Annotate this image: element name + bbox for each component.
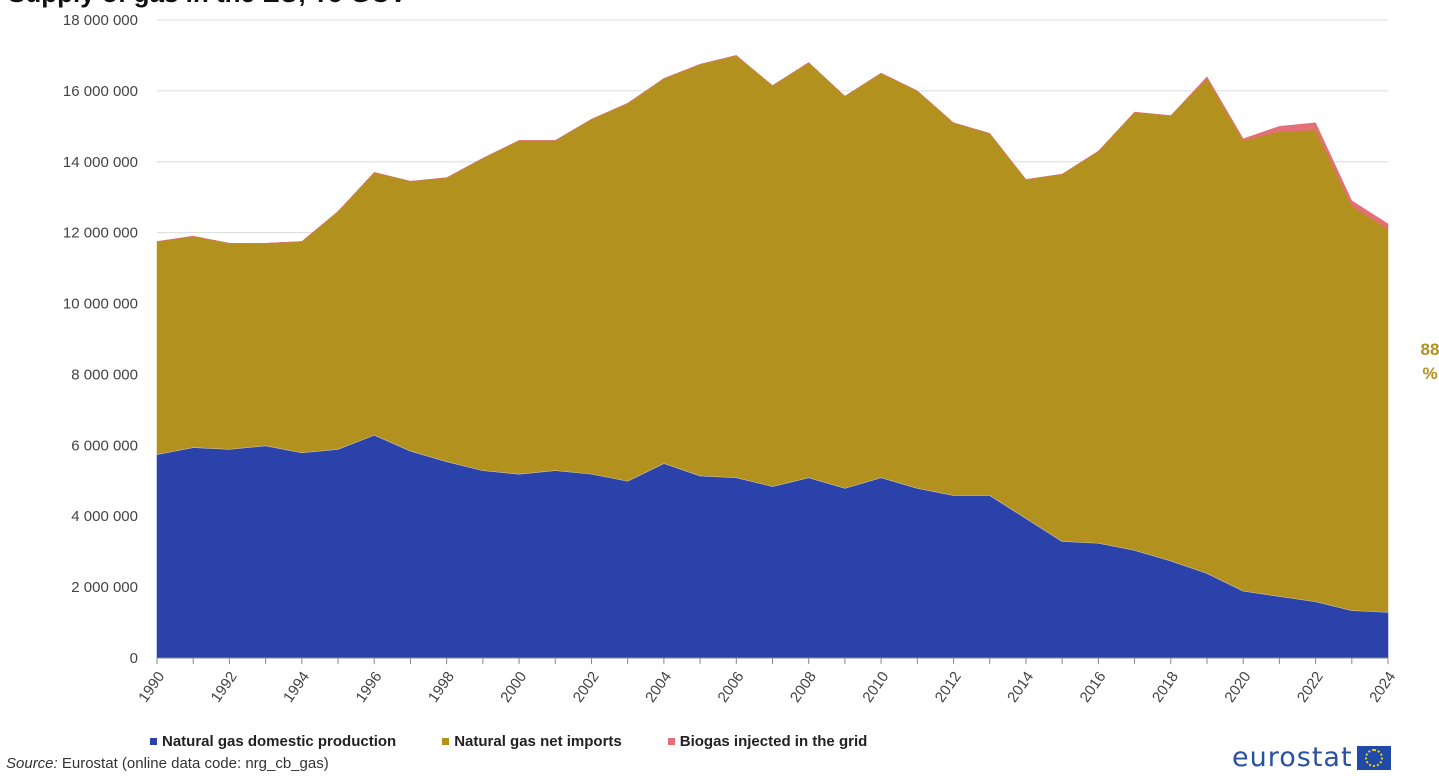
x-tick-label: 2002 xyxy=(570,669,603,706)
x-tick-label: 2014 xyxy=(1004,669,1037,706)
x-tick-label: 1996 xyxy=(352,669,385,706)
x-tick-label: 1994 xyxy=(280,669,313,706)
y-tick-label: 6 000 000 xyxy=(71,437,138,454)
y-tick-label: 0 xyxy=(130,650,138,667)
legend-swatch xyxy=(150,738,157,745)
x-tick-label: 1998 xyxy=(425,669,458,706)
logo-text: eurostat xyxy=(1232,742,1353,773)
source-text: Eurostat (online data code: nrg_cb_gas) xyxy=(57,755,329,772)
y-tick-label: 16 000 000 xyxy=(63,83,138,100)
x-tick-label: 2006 xyxy=(715,669,748,706)
x-tick-label: 2004 xyxy=(642,669,675,706)
share-annotation: % xyxy=(1422,364,1437,383)
source-prefix: Source: xyxy=(6,755,58,772)
y-tick-label: 14 000 000 xyxy=(63,154,138,171)
x-tick-label: 2018 xyxy=(1149,669,1182,706)
y-tick-label: 4 000 000 xyxy=(71,508,138,525)
x-tick-label: 2000 xyxy=(497,669,530,706)
x-tick-label: 2024 xyxy=(1366,669,1399,706)
legend-label: Biogas injected in the grid xyxy=(679,733,868,750)
x-tick-label: 2016 xyxy=(1077,669,1110,706)
legend-label: Natural gas domestic production xyxy=(162,733,397,750)
share-annotation: 88 xyxy=(1421,340,1439,359)
legend-item: Natural gas domestic production xyxy=(150,733,396,750)
legend: Natural gas domestic production Natural g… xyxy=(150,733,867,750)
eu-flag-icon xyxy=(1356,745,1391,770)
x-tick-label: 2010 xyxy=(859,669,892,706)
x-tick-label: 2022 xyxy=(1294,669,1327,706)
x-tick-label: 2012 xyxy=(932,669,965,706)
y-tick-label: 18 000 000 xyxy=(63,12,138,29)
annotations: 88% xyxy=(1421,340,1439,383)
area-series-2 xyxy=(156,55,1389,244)
legend-item: Biogas injected in the grid xyxy=(667,733,868,750)
legend-label: Natural gas net imports xyxy=(454,733,622,750)
y-tick-label: 2 000 000 xyxy=(71,579,138,596)
x-tick-label: 2020 xyxy=(1221,669,1254,706)
y-tick-label: 10 000 000 xyxy=(63,296,138,313)
chart-title: Supply of gas in the EU, TJ GCV xyxy=(8,0,407,8)
legend-item: Natural gas net imports xyxy=(442,733,622,750)
legend-swatch xyxy=(442,738,450,745)
y-tick-label: 12 000 000 xyxy=(63,225,138,242)
x-tick-label: 1990 xyxy=(135,669,168,706)
x-tick-label: 1992 xyxy=(208,669,241,706)
area-series-layer xyxy=(156,55,1389,659)
source-note: Source: Eurostat (online data code: nrg_… xyxy=(6,755,329,772)
legend-swatch xyxy=(667,738,675,745)
y-tick-label: 8 000 000 xyxy=(71,366,138,383)
x-tick-label: 2008 xyxy=(787,669,820,706)
eurostat-logo: eurostat xyxy=(1232,742,1391,773)
